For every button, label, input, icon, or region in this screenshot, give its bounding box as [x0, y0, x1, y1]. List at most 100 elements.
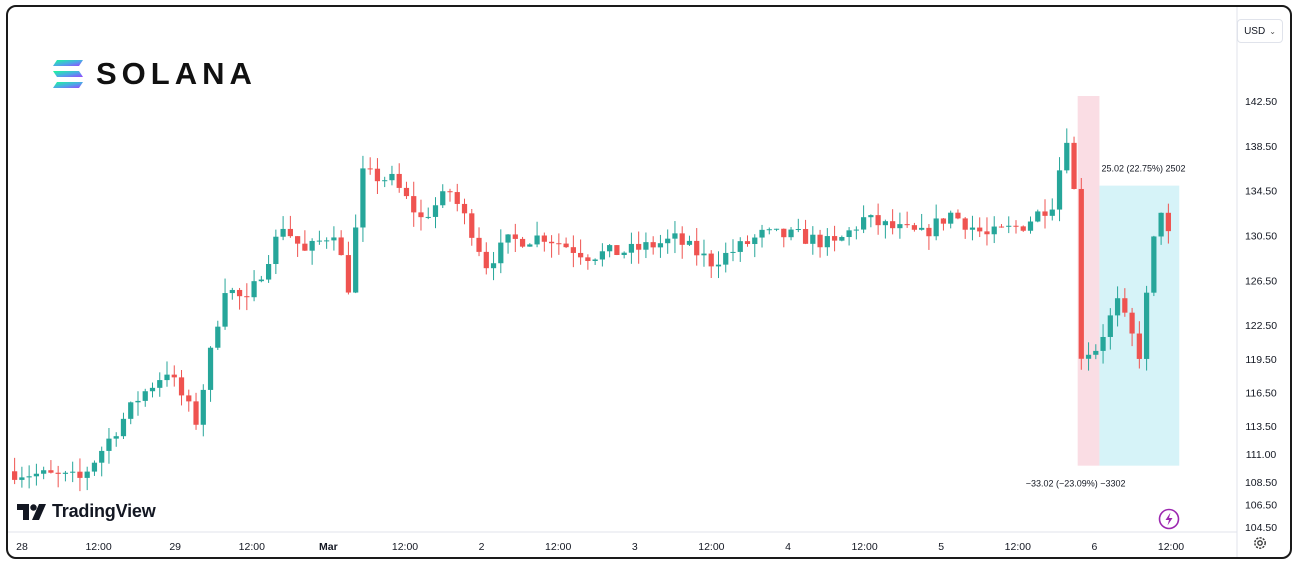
candle-body[interactable]	[251, 281, 257, 298]
candle-body[interactable]	[846, 230, 852, 238]
candle-body[interactable]	[476, 237, 482, 252]
candle-body[interactable]	[498, 242, 504, 264]
candle-body[interactable]	[91, 462, 98, 472]
candle-body[interactable]	[665, 238, 671, 244]
candle-body[interactable]	[200, 389, 206, 425]
candle-body[interactable]	[353, 227, 359, 293]
candle-body[interactable]	[382, 180, 388, 182]
candle-body[interactable]	[672, 233, 678, 239]
candle-body[interactable]	[178, 377, 185, 396]
candle-body[interactable]	[12, 471, 18, 480]
tradingview-branding[interactable]: TradingView	[17, 501, 156, 522]
candle-body[interactable]	[781, 228, 787, 238]
candle-body[interactable]	[55, 472, 61, 474]
candle-body[interactable]	[1056, 170, 1063, 210]
candle-body[interactable]	[802, 229, 809, 244]
candle-body[interactable]	[396, 173, 402, 188]
candle-body[interactable]	[280, 228, 286, 237]
candlestick-chart[interactable]: −33.02 (−23.09%) −3302 25.02 (22.75%) 250…	[8, 7, 1292, 559]
candle-body[interactable]	[440, 191, 446, 206]
candle-body[interactable]	[519, 238, 526, 247]
candle-body[interactable]	[403, 187, 410, 197]
candle-body[interactable]	[70, 471, 76, 473]
candle-body[interactable]	[236, 289, 243, 297]
candle-body[interactable]	[374, 168, 381, 182]
candle-body[interactable]	[461, 203, 468, 214]
candle-body[interactable]	[295, 236, 301, 244]
candle-body[interactable]	[1151, 236, 1157, 293]
candle-body[interactable]	[578, 252, 584, 258]
candle-body[interactable]	[556, 243, 562, 245]
candle-body[interactable]	[411, 196, 417, 213]
candle-body[interactable]	[505, 234, 511, 243]
candle-body[interactable]	[1165, 212, 1171, 232]
candle-body[interactable]	[1020, 226, 1026, 231]
candle-body[interactable]	[853, 229, 859, 231]
candle-body[interactable]	[810, 234, 816, 244]
candle-body[interactable]	[701, 253, 707, 256]
candle-body[interactable]	[570, 247, 576, 253]
candle-body[interactable]	[207, 347, 214, 390]
candle-body[interactable]	[977, 227, 983, 232]
candle-body[interactable]	[142, 391, 148, 401]
candle-body[interactable]	[171, 374, 177, 378]
candle-body[interactable]	[890, 221, 896, 229]
candle-body[interactable]	[1136, 333, 1142, 359]
candle-body[interactable]	[1064, 142, 1070, 171]
candle-body[interactable]	[1042, 211, 1048, 216]
candle-body[interactable]	[1006, 225, 1012, 227]
candle-body[interactable]	[338, 237, 344, 256]
candle-body[interactable]	[287, 228, 293, 237]
candle-body[interactable]	[1122, 298, 1128, 313]
candle-body[interactable]	[621, 252, 627, 255]
candle-body[interactable]	[345, 255, 352, 293]
candle-body[interactable]	[839, 237, 845, 241]
candle-body[interactable]	[1158, 212, 1164, 237]
candle-body[interactable]	[265, 264, 272, 280]
candle-body[interactable]	[868, 215, 874, 218]
candle-body[interactable]	[77, 471, 83, 478]
candle-body[interactable]	[948, 212, 954, 224]
candle-body[interactable]	[679, 233, 685, 245]
measure-down-zone[interactable]	[1077, 96, 1100, 466]
candle-body[interactable]	[636, 243, 642, 250]
candle-body[interactable]	[599, 251, 605, 260]
candle-body[interactable]	[33, 473, 40, 477]
candle-body[interactable]	[657, 243, 664, 248]
candle-body[interactable]	[62, 472, 69, 474]
candle-body[interactable]	[316, 240, 323, 242]
candle-body[interactable]	[773, 228, 780, 230]
candle-body[interactable]	[99, 450, 105, 463]
candle-body[interactable]	[302, 243, 308, 251]
candle-body[interactable]	[229, 289, 235, 294]
candle-body[interactable]	[258, 279, 264, 282]
candle-body[interactable]	[1100, 336, 1106, 351]
candle-body[interactable]	[106, 438, 112, 451]
candle-body[interactable]	[128, 402, 134, 419]
candle-body[interactable]	[149, 387, 156, 392]
candle-body[interactable]	[607, 245, 613, 252]
candle-body[interactable]	[1071, 142, 1077, 189]
candle-body[interactable]	[548, 241, 555, 244]
candle-body[interactable]	[708, 253, 714, 267]
candle-body[interactable]	[534, 235, 540, 245]
candle-body[interactable]	[541, 235, 547, 242]
candle-body[interactable]	[1078, 188, 1084, 359]
candle-body[interactable]	[244, 296, 250, 298]
candle-body[interactable]	[984, 231, 990, 235]
candle-body[interactable]	[737, 241, 743, 252]
candle-body[interactable]	[795, 229, 801, 231]
candle-body[interactable]	[723, 252, 729, 265]
candle-body[interactable]	[164, 374, 170, 381]
candle-body[interactable]	[650, 242, 656, 248]
candle-body[interactable]	[694, 240, 700, 256]
candle-body[interactable]	[991, 226, 997, 235]
candle-body[interactable]	[360, 168, 366, 228]
candle-body[interactable]	[1114, 298, 1121, 316]
candle-body[interactable]	[454, 192, 460, 204]
candle-body[interactable]	[628, 243, 635, 253]
candle-body[interactable]	[715, 264, 722, 267]
candle-body[interactable]	[1143, 292, 1150, 359]
candle-body[interactable]	[897, 224, 903, 229]
candle-body[interactable]	[730, 251, 736, 253]
